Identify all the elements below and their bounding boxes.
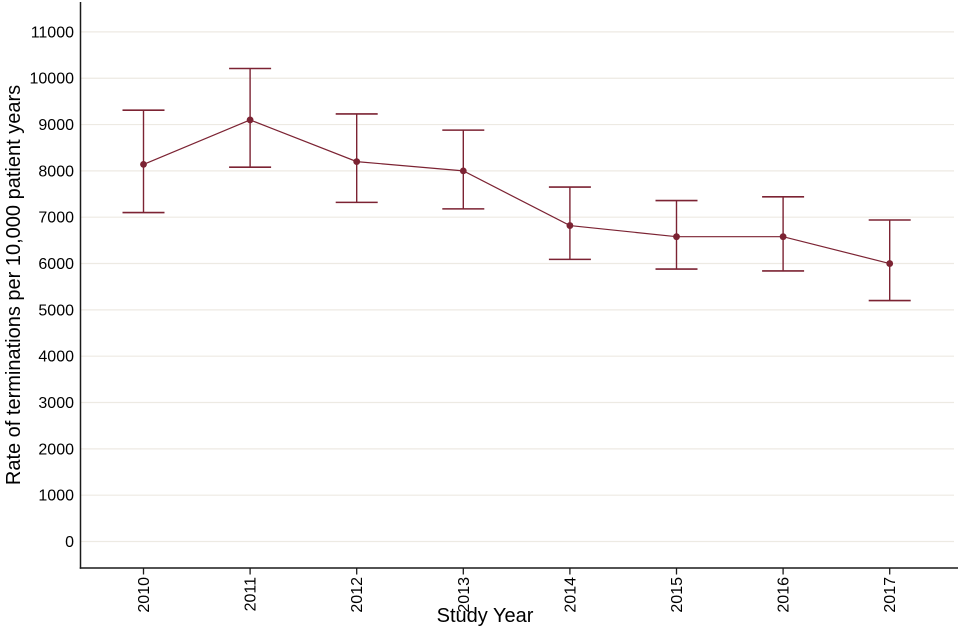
x-tick-label: 2012 bbox=[349, 577, 366, 613]
y-tick-label: 9000 bbox=[38, 117, 74, 134]
x-axis-title: Study Year bbox=[436, 605, 534, 627]
x-tick-label: 2013 bbox=[456, 577, 473, 613]
y-axis-title: Rate of terminations per 10,000 patient … bbox=[3, 84, 25, 486]
data-point bbox=[140, 160, 147, 168]
y-tick-label: 2000 bbox=[38, 441, 74, 458]
y-tick-label: 1000 bbox=[38, 488, 74, 505]
y-tick-label: 7000 bbox=[38, 210, 74, 227]
data-point bbox=[673, 233, 680, 241]
data-point bbox=[353, 158, 361, 166]
x-tick-label: 2010 bbox=[136, 577, 153, 613]
series-line bbox=[143, 119, 890, 265]
data-point bbox=[566, 222, 574, 229]
data-point bbox=[779, 233, 787, 241]
x-tick-label: 2015 bbox=[669, 577, 686, 613]
y-tick-label: 5000 bbox=[38, 302, 74, 319]
data-point bbox=[459, 167, 467, 175]
y-tick-label: 10000 bbox=[30, 71, 75, 88]
x-tick-label: 2011 bbox=[243, 577, 260, 612]
y-tick-label: 0 bbox=[65, 534, 74, 551]
data-point bbox=[886, 260, 894, 267]
y-tick-label: 6000 bbox=[38, 256, 74, 273]
x-tick-label: 2014 bbox=[562, 577, 579, 613]
y-tick-label: 8000 bbox=[38, 163, 74, 180]
x-tick-label: 2016 bbox=[776, 577, 793, 613]
y-tick-label: 3000 bbox=[38, 395, 74, 412]
x-tick-label: 2017 bbox=[882, 577, 899, 613]
data-point bbox=[246, 116, 254, 124]
y-tick-label: 4000 bbox=[38, 349, 74, 366]
y-tick-label: 11000 bbox=[31, 24, 74, 41]
